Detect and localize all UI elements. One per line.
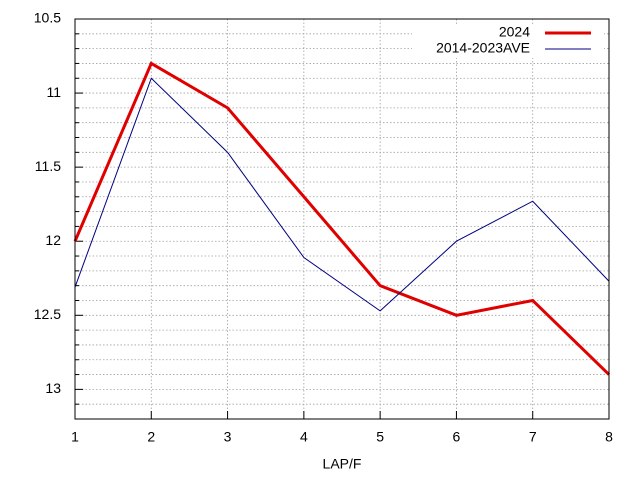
series-line	[73, 61, 611, 376]
x-tick-label: 4	[300, 429, 308, 445]
x-tick-label: 1	[71, 429, 79, 445]
x-tick-label: 7	[529, 429, 537, 445]
y-tick-label: 11.5	[35, 158, 61, 174]
y-tick-label: 12	[45, 232, 61, 248]
y-tick-label: 11	[46, 84, 61, 100]
legend-label: 2024	[499, 24, 530, 40]
legend-box	[412, 24, 604, 58]
legend-label: 2014-2023AVE	[436, 40, 530, 56]
x-axis-label: LAP/F	[323, 456, 362, 472]
x-tick-label: 2	[147, 429, 155, 445]
x-tick-label: 5	[376, 429, 384, 445]
x-tick-label: 3	[224, 429, 232, 445]
y-tick-label: 12.5	[34, 306, 61, 322]
y-tick-label: 13	[45, 380, 61, 396]
x-tick-label: 6	[453, 429, 461, 445]
y-tick-label: 10.5	[34, 10, 61, 26]
series-line	[74, 77, 610, 312]
x-tick-label: 8	[605, 429, 613, 445]
plot-border	[74, 18, 610, 420]
